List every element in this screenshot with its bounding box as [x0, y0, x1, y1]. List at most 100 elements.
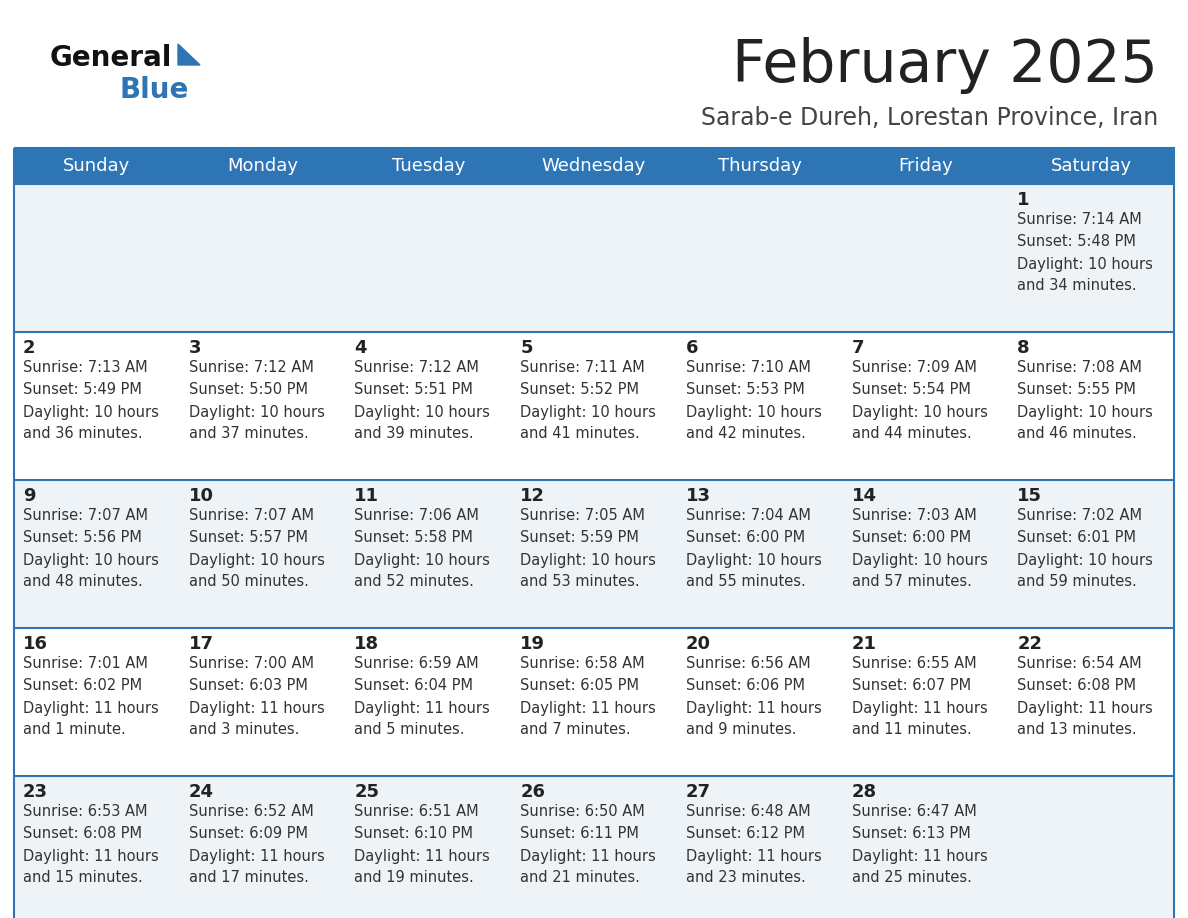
Text: Sunrise: 7:07 AM: Sunrise: 7:07 AM — [189, 509, 314, 523]
Text: Sunrise: 6:55 AM: Sunrise: 6:55 AM — [852, 656, 977, 671]
Text: and 5 minutes.: and 5 minutes. — [354, 722, 465, 737]
Text: Sunset: 5:55 PM: Sunset: 5:55 PM — [1017, 383, 1136, 397]
Polygon shape — [178, 44, 200, 65]
Text: 2: 2 — [23, 339, 36, 357]
Text: and 55 minutes.: and 55 minutes. — [685, 575, 805, 589]
Text: Sunrise: 6:53 AM: Sunrise: 6:53 AM — [23, 804, 147, 820]
Text: 5: 5 — [520, 339, 532, 357]
Text: Sunrise: 6:51 AM: Sunrise: 6:51 AM — [354, 804, 479, 820]
Text: Daylight: 11 hours: Daylight: 11 hours — [852, 848, 987, 864]
Text: Sunrise: 7:12 AM: Sunrise: 7:12 AM — [354, 361, 479, 375]
Text: Sunrise: 7:11 AM: Sunrise: 7:11 AM — [520, 361, 645, 375]
Text: Daylight: 10 hours: Daylight: 10 hours — [520, 553, 656, 567]
Text: Sunrise: 7:02 AM: Sunrise: 7:02 AM — [1017, 509, 1143, 523]
Text: Sunset: 5:56 PM: Sunset: 5:56 PM — [23, 531, 141, 545]
Text: and 41 minutes.: and 41 minutes. — [520, 427, 640, 442]
Text: Sunset: 6:06 PM: Sunset: 6:06 PM — [685, 678, 804, 693]
Text: Sunset: 6:13 PM: Sunset: 6:13 PM — [852, 826, 971, 842]
Text: and 37 minutes.: and 37 minutes. — [189, 427, 309, 442]
Text: Daylight: 11 hours: Daylight: 11 hours — [354, 848, 491, 864]
Text: Daylight: 11 hours: Daylight: 11 hours — [354, 700, 491, 715]
Text: Sunset: 6:03 PM: Sunset: 6:03 PM — [189, 678, 308, 693]
Text: Daylight: 11 hours: Daylight: 11 hours — [852, 700, 987, 715]
Text: Sunrise: 6:47 AM: Sunrise: 6:47 AM — [852, 804, 977, 820]
Text: and 53 minutes.: and 53 minutes. — [520, 575, 640, 589]
Text: Daylight: 11 hours: Daylight: 11 hours — [520, 700, 656, 715]
Text: Daylight: 10 hours: Daylight: 10 hours — [1017, 256, 1154, 272]
Text: Blue: Blue — [120, 76, 189, 104]
Text: Daylight: 10 hours: Daylight: 10 hours — [354, 553, 491, 567]
Text: and 17 minutes.: and 17 minutes. — [189, 870, 309, 886]
Text: Sunrise: 7:05 AM: Sunrise: 7:05 AM — [520, 509, 645, 523]
Text: 18: 18 — [354, 635, 379, 653]
Text: and 50 minutes.: and 50 minutes. — [189, 575, 309, 589]
Text: Daylight: 10 hours: Daylight: 10 hours — [520, 405, 656, 420]
Text: and 11 minutes.: and 11 minutes. — [852, 722, 972, 737]
Text: and 15 minutes.: and 15 minutes. — [23, 870, 143, 886]
Text: Daylight: 10 hours: Daylight: 10 hours — [23, 553, 159, 567]
Text: Sarab-e Dureh, Lorestan Province, Iran: Sarab-e Dureh, Lorestan Province, Iran — [701, 106, 1158, 130]
Text: and 44 minutes.: and 44 minutes. — [852, 427, 972, 442]
Text: 21: 21 — [852, 635, 877, 653]
Text: Sunset: 6:08 PM: Sunset: 6:08 PM — [1017, 678, 1136, 693]
Bar — [14, 148, 1174, 918]
Text: Sunrise: 7:01 AM: Sunrise: 7:01 AM — [23, 656, 147, 671]
Text: and 9 minutes.: and 9 minutes. — [685, 722, 796, 737]
Text: 8: 8 — [1017, 339, 1030, 357]
Text: and 36 minutes.: and 36 minutes. — [23, 427, 143, 442]
Text: Sunset: 6:12 PM: Sunset: 6:12 PM — [685, 826, 804, 842]
Text: 15: 15 — [1017, 487, 1042, 505]
Text: Daylight: 10 hours: Daylight: 10 hours — [23, 405, 159, 420]
Text: Daylight: 10 hours: Daylight: 10 hours — [852, 553, 987, 567]
Text: 10: 10 — [189, 487, 214, 505]
Text: Thursday: Thursday — [718, 157, 802, 175]
Text: Daylight: 10 hours: Daylight: 10 hours — [189, 405, 324, 420]
Text: 13: 13 — [685, 487, 710, 505]
Text: Sunset: 5:53 PM: Sunset: 5:53 PM — [685, 383, 804, 397]
Text: Monday: Monday — [227, 157, 298, 175]
Text: 3: 3 — [189, 339, 201, 357]
Text: Daylight: 10 hours: Daylight: 10 hours — [852, 405, 987, 420]
Text: Sunrise: 6:58 AM: Sunrise: 6:58 AM — [520, 656, 645, 671]
Text: Sunset: 5:51 PM: Sunset: 5:51 PM — [354, 383, 473, 397]
Text: Daylight: 10 hours: Daylight: 10 hours — [685, 553, 822, 567]
Text: and 1 minute.: and 1 minute. — [23, 722, 126, 737]
Text: Sunrise: 7:06 AM: Sunrise: 7:06 AM — [354, 509, 479, 523]
Text: Daylight: 11 hours: Daylight: 11 hours — [520, 848, 656, 864]
Text: 16: 16 — [23, 635, 48, 653]
Text: Sunset: 6:00 PM: Sunset: 6:00 PM — [852, 531, 971, 545]
Text: Daylight: 11 hours: Daylight: 11 hours — [23, 848, 159, 864]
Text: Sunrise: 6:48 AM: Sunrise: 6:48 AM — [685, 804, 810, 820]
Text: Sunset: 6:07 PM: Sunset: 6:07 PM — [852, 678, 971, 693]
Text: Daylight: 10 hours: Daylight: 10 hours — [1017, 553, 1154, 567]
Text: 22: 22 — [1017, 635, 1042, 653]
Text: Daylight: 11 hours: Daylight: 11 hours — [23, 700, 159, 715]
Text: Sunset: 5:50 PM: Sunset: 5:50 PM — [189, 383, 308, 397]
Text: Daylight: 11 hours: Daylight: 11 hours — [1017, 700, 1154, 715]
Text: Sunrise: 6:56 AM: Sunrise: 6:56 AM — [685, 656, 810, 671]
Text: Tuesday: Tuesday — [392, 157, 465, 175]
Text: Sunset: 5:49 PM: Sunset: 5:49 PM — [23, 383, 141, 397]
Text: Sunset: 6:08 PM: Sunset: 6:08 PM — [23, 826, 143, 842]
Text: Sunset: 6:01 PM: Sunset: 6:01 PM — [1017, 531, 1136, 545]
Text: Sunrise: 7:12 AM: Sunrise: 7:12 AM — [189, 361, 314, 375]
Bar — [14, 480, 1174, 628]
Bar — [14, 148, 1174, 184]
Text: Sunrise: 7:10 AM: Sunrise: 7:10 AM — [685, 361, 810, 375]
Text: Daylight: 11 hours: Daylight: 11 hours — [685, 848, 822, 864]
Text: and 19 minutes.: and 19 minutes. — [354, 870, 474, 886]
Text: and 7 minutes.: and 7 minutes. — [520, 722, 631, 737]
Text: Sunrise: 7:09 AM: Sunrise: 7:09 AM — [852, 361, 977, 375]
Text: and 52 minutes.: and 52 minutes. — [354, 575, 474, 589]
Text: Daylight: 10 hours: Daylight: 10 hours — [1017, 405, 1154, 420]
Text: Daylight: 11 hours: Daylight: 11 hours — [189, 848, 324, 864]
Text: 26: 26 — [520, 783, 545, 801]
Text: and 48 minutes.: and 48 minutes. — [23, 575, 143, 589]
Text: 14: 14 — [852, 487, 877, 505]
Text: and 46 minutes.: and 46 minutes. — [1017, 427, 1137, 442]
Text: 27: 27 — [685, 783, 710, 801]
Text: and 13 minutes.: and 13 minutes. — [1017, 722, 1137, 737]
Text: Sunset: 5:48 PM: Sunset: 5:48 PM — [1017, 234, 1136, 250]
Text: General: General — [50, 44, 172, 72]
Text: 20: 20 — [685, 635, 710, 653]
